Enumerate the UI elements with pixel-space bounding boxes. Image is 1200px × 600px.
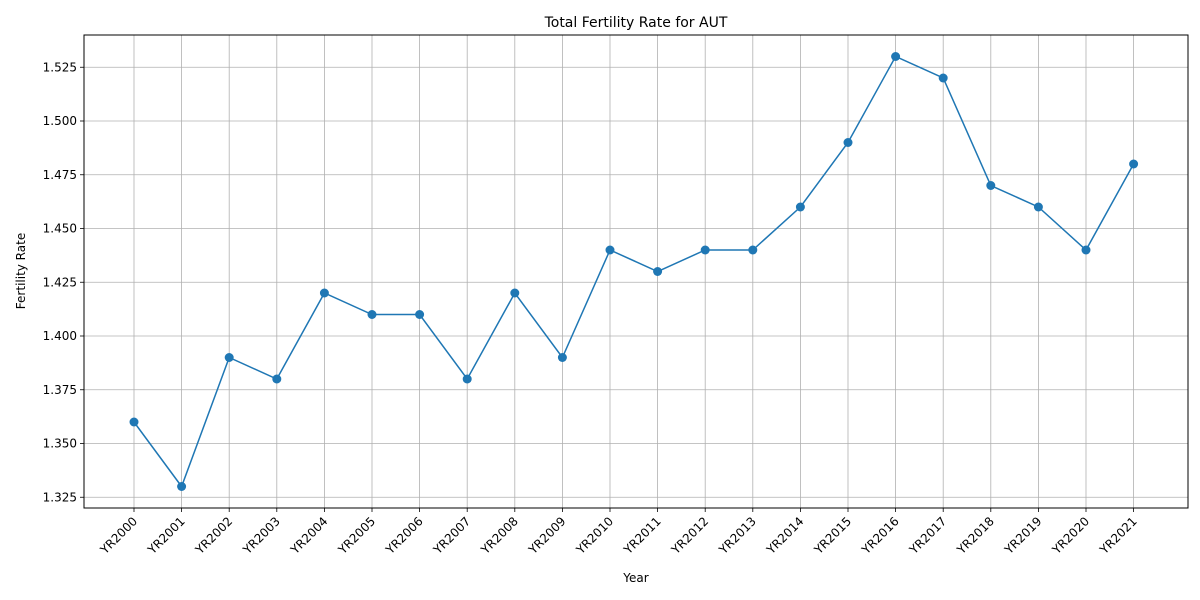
data-point: [177, 482, 187, 491]
y-axis-ticks: 1.325 1.350 1.375 1.400 1.425 1.450 1.475 1.500…: [43, 60, 84, 504]
data-point: [653, 267, 663, 276]
y-tick-label: 1.525: [43, 60, 77, 74]
y-tick-label: 1.375: [43, 383, 77, 397]
x-tick-label: YR2018: [954, 514, 997, 557]
x-tick-label: YR2017: [906, 514, 949, 557]
data-point: [700, 245, 710, 255]
x-tick-label: YR2014: [763, 514, 806, 557]
x-tick-label: YR2002: [192, 514, 235, 557]
data-point: [319, 288, 329, 298]
x-tick-label: YR2012: [668, 514, 711, 557]
x-tick-label: YR2000: [97, 514, 140, 557]
x-tick-label: YR2004: [287, 514, 330, 557]
data-point: [748, 245, 758, 255]
x-tick-label: YR2013: [716, 514, 759, 557]
y-tick-label: 1.475: [43, 168, 77, 182]
series-line: [133, 55, 1135, 489]
x-axis-ticks: YR2000 YR2001 YR2002 YR2003 YR2004 YR2005 YR20…: [97, 508, 1140, 558]
data-point: [510, 288, 520, 298]
data-point: [272, 374, 282, 384]
x-tick-label: YR2011: [620, 514, 663, 557]
data-point: [367, 310, 377, 319]
y-tick-label: 1.350: [43, 437, 77, 451]
x-tick-label: YR2020: [1049, 514, 1092, 557]
x-tick-label: YR2001: [144, 514, 187, 557]
series-layer: [129, 52, 1139, 491]
x-axis-title: Year: [622, 571, 648, 585]
data-point: [891, 52, 901, 61]
data-point: [938, 73, 948, 83]
data-point: [415, 310, 425, 319]
data-point: [1129, 159, 1139, 169]
x-tick-label: YR2019: [1001, 514, 1044, 557]
x-tick-label: YR2021: [1096, 514, 1139, 557]
plot-frame: [83, 34, 1189, 509]
data-point: [1081, 245, 1091, 255]
data-point: [1033, 202, 1043, 212]
x-tick-label: YR2015: [811, 514, 854, 557]
data-point: [462, 374, 472, 384]
y-tick-label: 1.325: [43, 490, 77, 504]
x-tick-label: YR2010: [573, 514, 616, 557]
chart-title: Total Fertility Rate for AUT: [544, 15, 728, 31]
x-tick-label: YR2009: [525, 514, 568, 557]
y-tick-label: 1.425: [43, 275, 77, 289]
data-point: [557, 353, 567, 362]
y-tick-label: 1.400: [43, 329, 77, 343]
x-tick-label: YR2003: [240, 514, 283, 557]
x-tick-label: YR2006: [382, 514, 425, 557]
data-point: [843, 138, 853, 147]
data-point: [605, 245, 615, 255]
x-tick-label: YR2007: [430, 514, 473, 557]
x-tick-label: YR2008: [478, 514, 521, 557]
y-tick-label: 1.450: [43, 222, 77, 236]
data-point: [129, 417, 139, 427]
data-point: [795, 202, 805, 212]
x-tick-label: YR2016: [858, 514, 901, 557]
data-point: [986, 181, 996, 190]
x-tick-label: YR2005: [335, 514, 378, 557]
y-axis-title: Fertility Rate: [14, 233, 28, 309]
y-tick-label: 1.500: [43, 114, 77, 128]
grid-lines: [84, 35, 1188, 508]
data-point: [224, 353, 234, 362]
